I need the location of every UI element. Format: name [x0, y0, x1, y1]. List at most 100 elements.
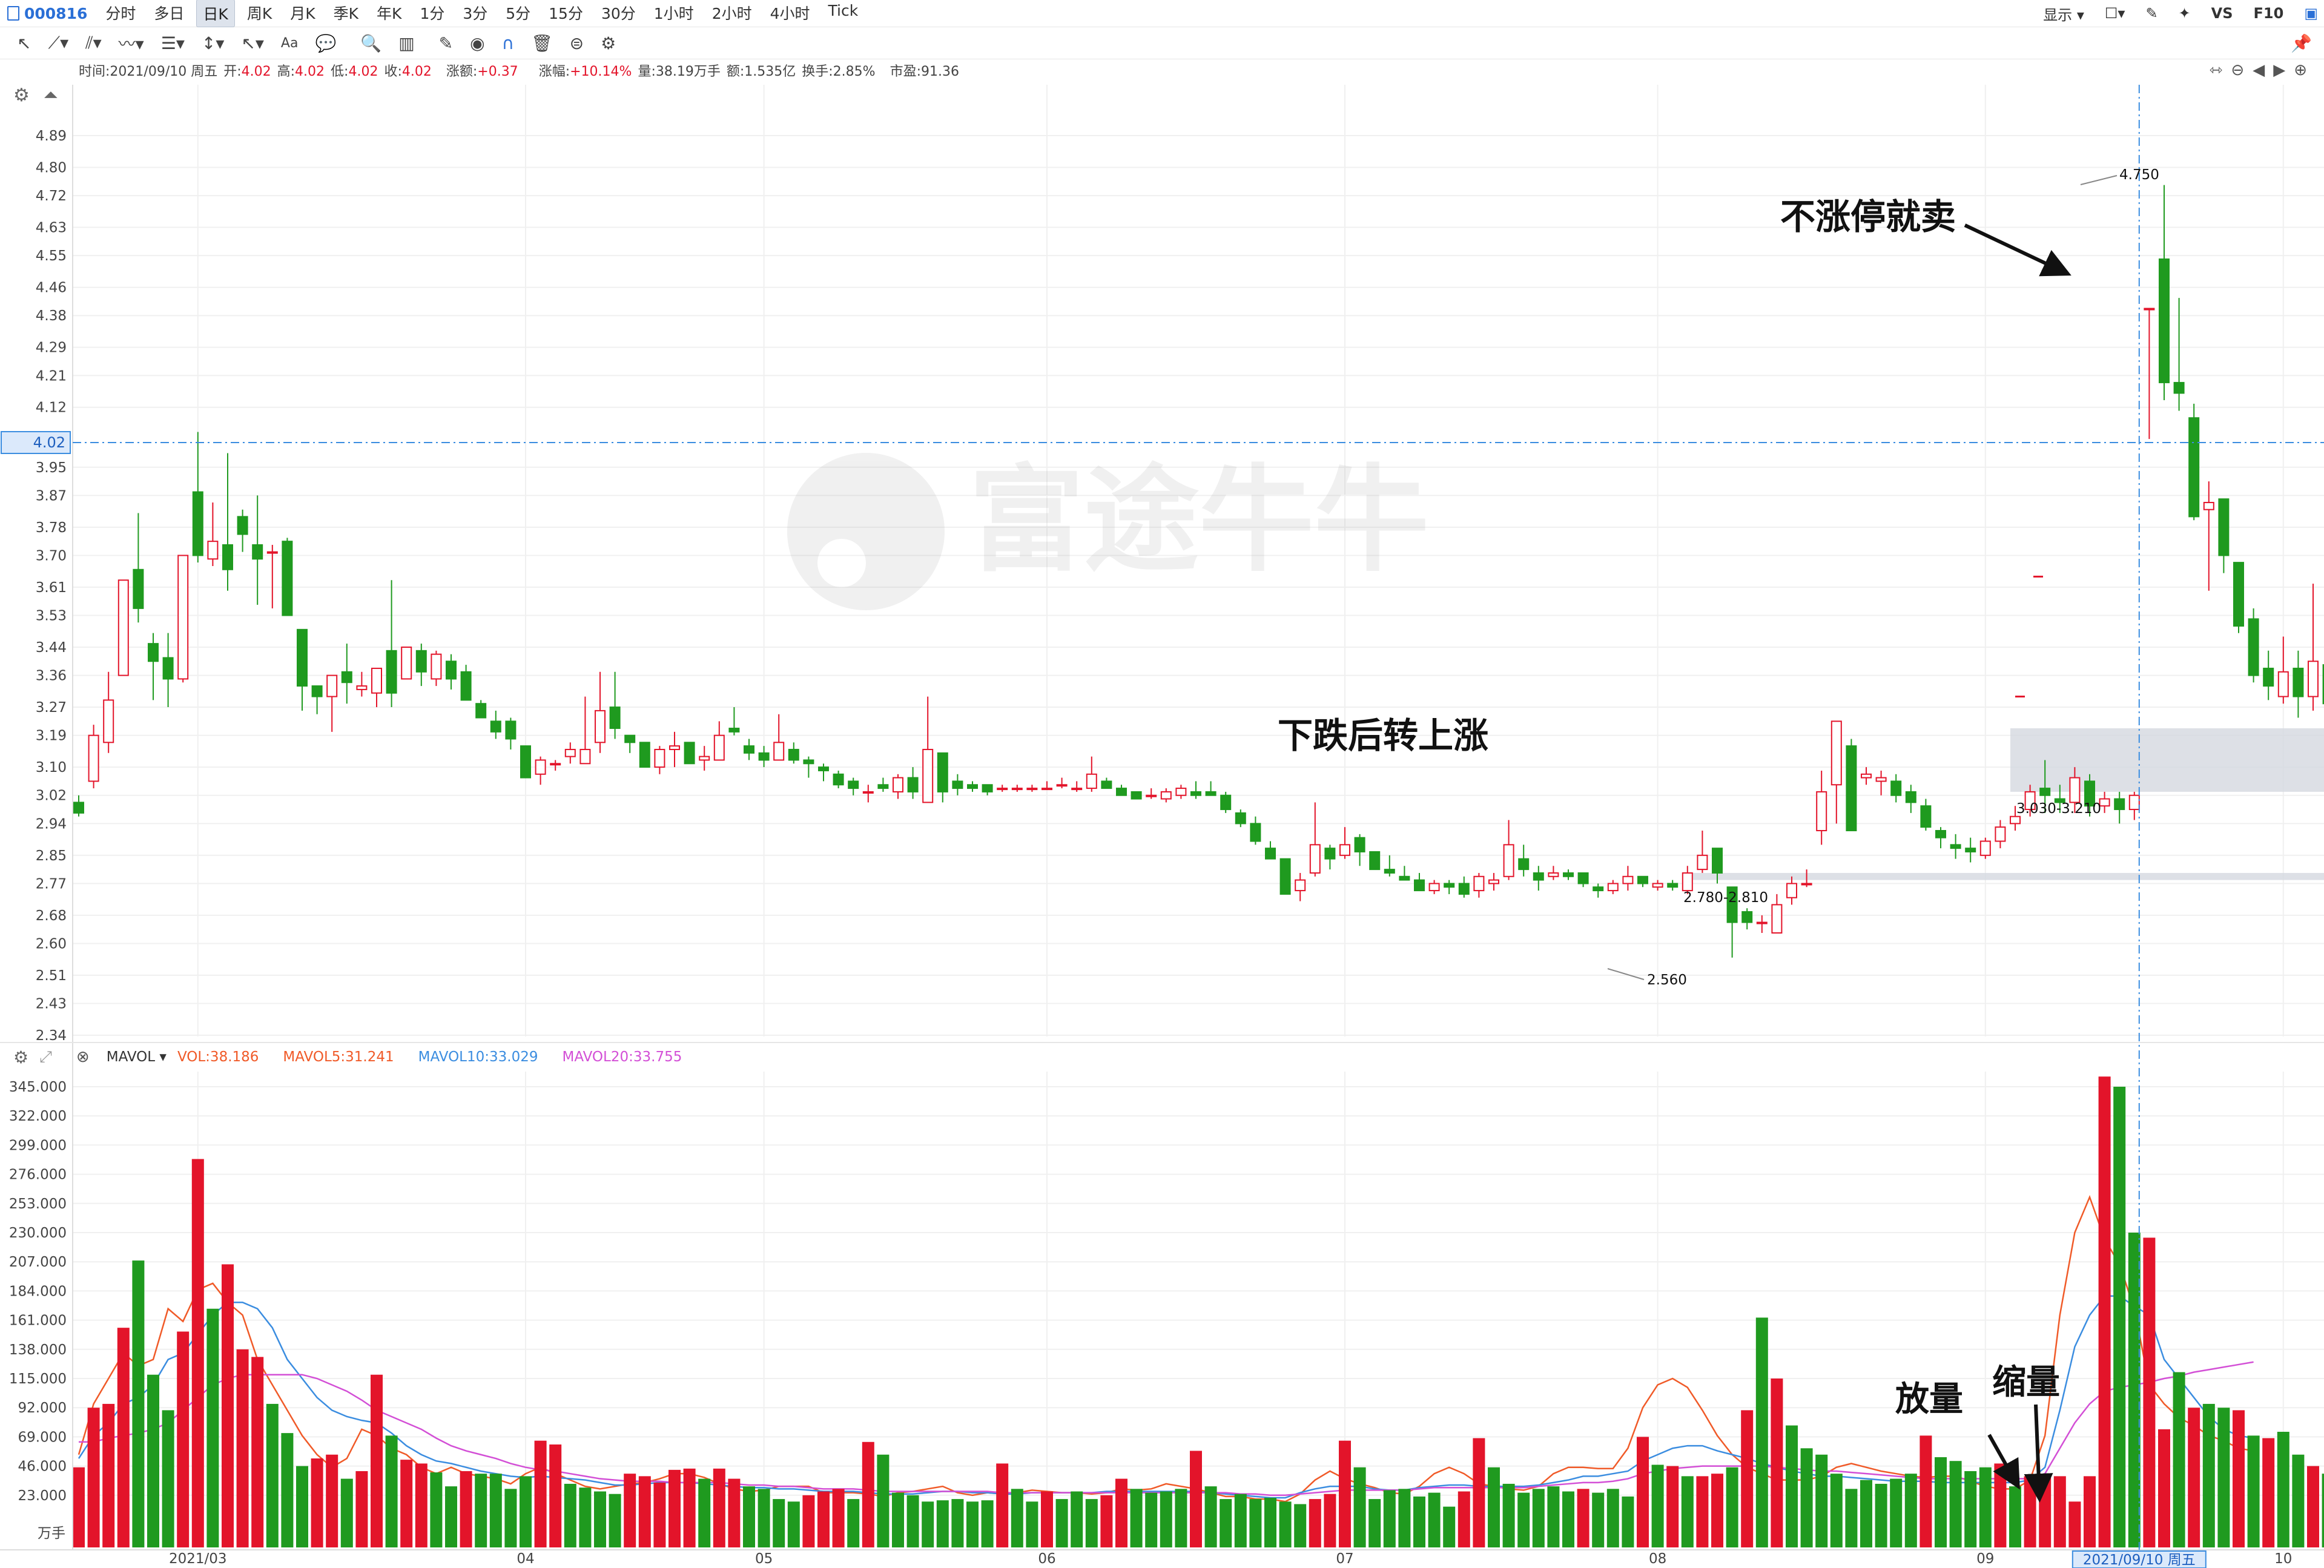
tab-period-15[interactable]: Tick	[828, 2, 859, 19]
pen-icon[interactable]: ✎	[438, 33, 454, 53]
candle-body	[1875, 777, 1887, 782]
zoom-in-icon[interactable]: ⊕	[2294, 61, 2316, 79]
zoom-out-icon[interactable]: ⊖	[2231, 61, 2253, 79]
comment-tool-icon[interactable]: 💬	[315, 33, 337, 53]
tab-period-9[interactable]: 5分	[506, 5, 531, 22]
candle-body	[2069, 777, 2081, 803]
volume-bar	[2158, 1429, 2170, 1547]
tab-period-4[interactable]: 月K	[290, 5, 315, 22]
info-volume: 量:38.19万手	[638, 64, 721, 79]
mavol-label[interactable]: MAVOL ▾	[106, 1049, 167, 1065]
price-tick-label: 3.95	[36, 460, 67, 476]
candle-body	[1473, 875, 1485, 892]
tab-period-11[interactable]: 30分	[601, 5, 636, 22]
indicator-settings-icon[interactable]: ⚙	[13, 1047, 29, 1067]
candle-body	[803, 759, 814, 765]
candle-body	[475, 703, 487, 719]
month-tick-label: 04	[517, 1551, 534, 1567]
tab-period-5[interactable]: 季K	[333, 5, 359, 22]
stats-icon[interactable]: ▥	[398, 33, 415, 53]
trash-icon[interactable]: 🗑	[531, 33, 553, 53]
window-menu-icon[interactable]: ☐▾	[2104, 5, 2125, 22]
eye-icon[interactable]: ◉	[470, 33, 485, 53]
layout-icon[interactable]	[7, 6, 19, 21]
volume-tick-label: 230.000	[9, 1225, 67, 1241]
tab-period-0[interactable]: 分时	[105, 5, 136, 22]
candle-body	[2084, 780, 2095, 807]
settings-icon[interactable]: ⚙	[601, 33, 616, 53]
candle-body	[2218, 498, 2230, 556]
fib-tool-icon[interactable]: ☰▾	[160, 33, 185, 53]
candle-body	[937, 752, 948, 792]
measure-tool-icon[interactable]: ↕▾	[201, 33, 225, 53]
draw-icon[interactable]: ✎	[2145, 5, 2158, 22]
collapse-icon[interactable]: ⏶	[44, 85, 58, 106]
month-tick-label: 05	[755, 1551, 773, 1567]
cursor-icon[interactable]: ↖	[17, 33, 31, 53]
tab-period-1[interactable]: 多日	[154, 5, 185, 22]
layers-icon[interactable]: ⊜	[569, 33, 584, 53]
fit-icon[interactable]: ⇿	[2209, 61, 2231, 79]
zoom-icon[interactable]: 🔍	[360, 33, 382, 53]
candle-body	[2024, 791, 2036, 811]
vs-button[interactable]: VS	[2211, 5, 2233, 22]
sell-arrow	[1964, 223, 2071, 277]
price-tick-label: 2.34	[36, 1028, 67, 1044]
text-tool-icon[interactable]: Aa	[280, 35, 299, 51]
display-menu[interactable]: 显示 ▾	[2043, 6, 2084, 24]
wave-tool-icon[interactable]: 〰▾	[118, 34, 144, 54]
tab-period-13[interactable]: 2小时	[711, 5, 752, 22]
scroll-right-icon[interactable]: ▶	[2273, 61, 2294, 79]
candle-body	[103, 699, 114, 743]
volume-bar	[1398, 1489, 1411, 1547]
volume-bar	[520, 1476, 532, 1547]
channel-tool-icon[interactable]: ⫽▾	[85, 33, 102, 53]
candle-body	[758, 752, 770, 761]
expand-icon[interactable]: ⤢	[39, 1047, 52, 1066]
close-indicator-icon[interactable]: ⊗	[76, 1048, 90, 1066]
volume-bar	[996, 1463, 1009, 1547]
price-tick-label: 2.85	[36, 848, 67, 864]
tab-period-6[interactable]: 年K	[377, 5, 402, 22]
tab-period-7[interactable]: 1分	[420, 5, 445, 22]
volume-bar	[1830, 1474, 1843, 1547]
volume-bar	[1920, 1435, 1932, 1547]
candle-body	[341, 671, 352, 684]
volume-bar	[236, 1349, 249, 1547]
upper-resistance-zone	[2010, 728, 2324, 792]
f10-button[interactable]: F10	[2253, 5, 2284, 22]
tab-period-10[interactable]: 15分	[549, 5, 583, 22]
volume-bar	[817, 1491, 830, 1547]
candle-body	[1726, 886, 1738, 923]
stock-code[interactable]: 000816	[24, 4, 88, 22]
pin-panel-icon[interactable]: 📌	[2291, 33, 2312, 53]
pin-icon[interactable]: ✦	[2178, 5, 2191, 22]
scroll-left-icon[interactable]: ◀	[2253, 61, 2274, 79]
volume-bar	[922, 1501, 934, 1547]
tab-period-12[interactable]: 1小时	[653, 5, 694, 22]
candle-body	[1265, 848, 1276, 860]
line-tool-icon[interactable]: ⟋▾	[48, 33, 69, 53]
volume-tick-label: 69.000	[18, 1429, 67, 1445]
price-tick-label: 4.89	[36, 128, 67, 144]
arrow-tool-icon[interactable]: ↖▾	[241, 33, 264, 53]
price-tick-label: 4.12	[36, 400, 67, 416]
volume-bar	[1517, 1492, 1530, 1547]
tab-period-14[interactable]: 4小时	[770, 5, 810, 22]
candle-body	[1920, 805, 1932, 828]
chart-settings-icon[interactable]: ⚙	[13, 85, 30, 106]
volume-bar	[415, 1463, 427, 1547]
sidebar-toggle-icon[interactable]: ▣	[2304, 5, 2318, 22]
tab-period-8[interactable]: 3分	[463, 5, 488, 22]
tab-period-2[interactable]: 日K	[196, 0, 235, 27]
price-tick-label: 3.78	[36, 520, 67, 536]
volume-bar	[579, 1487, 592, 1547]
volume-bar	[222, 1264, 234, 1547]
candle-body	[862, 791, 874, 794]
volume-bar	[1324, 1494, 1336, 1547]
tab-period-3[interactable]: 周K	[246, 5, 272, 22]
magnet-icon[interactable]: ∩	[501, 33, 515, 53]
volume-bar	[698, 1478, 711, 1547]
volume-bar	[847, 1499, 860, 1547]
